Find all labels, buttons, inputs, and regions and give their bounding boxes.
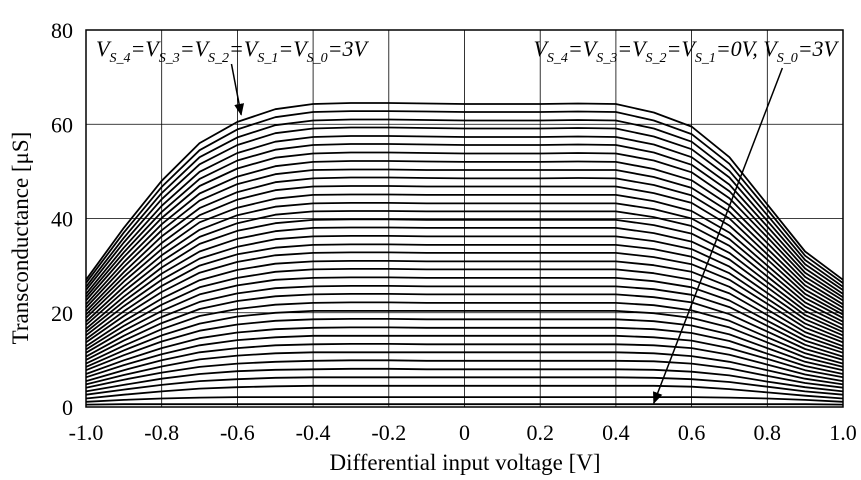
series-line-25 <box>85 301 844 365</box>
series-line-11 <box>85 185 844 316</box>
annotation-arrow-2 <box>653 67 784 405</box>
x-tick-label: -0.6 <box>220 420 255 445</box>
x-tick-labels: -1.0 -0.8 -0.6 -0.4 -0.2 0 0.2 0.4 0.6 0.8 1.0 <box>69 420 857 445</box>
series-line-4 <box>85 126 844 291</box>
series-line-16 <box>85 226 844 333</box>
series-line-33 <box>85 367 844 393</box>
series-line-13 <box>85 202 844 323</box>
x-tick-label: 0.4 <box>602 420 630 445</box>
series-line-12 <box>85 193 844 319</box>
y-tick-label: 60 <box>51 112 73 137</box>
series-line-8 <box>85 160 844 306</box>
series-line-7 <box>85 151 844 302</box>
series-line-21 <box>85 268 844 351</box>
series-line-35 <box>85 384 844 400</box>
series-line-2 <box>85 110 844 284</box>
series-line-28 <box>85 326 844 375</box>
x-tick-label: 1.0 <box>829 420 857 445</box>
series-line-31 <box>85 351 844 386</box>
series-line-1 <box>85 102 844 281</box>
y-tick-label: 20 <box>51 301 73 326</box>
annotation-arrow-1 <box>230 63 245 116</box>
series-group <box>85 102 844 406</box>
series-line-20 <box>85 260 844 348</box>
x-tick-label: 0.6 <box>678 420 706 445</box>
series-line-3 <box>85 118 844 288</box>
annotation-1: VS_4​=VS_3​=VS_2​=VS_1​=VS_0​=3V <box>96 36 369 66</box>
series-line-30 <box>85 343 844 382</box>
series-line-26 <box>85 310 844 368</box>
y-tick-label: 80 <box>51 18 73 43</box>
annotations: VS_4​=VS_3​=VS_2​=VS_1​=VS_0​=3V VS_4​=VS… <box>96 36 840 405</box>
series-line-9 <box>85 168 844 309</box>
x-tick-label: -1.0 <box>69 420 104 445</box>
x-tick-label: 0 <box>459 420 470 445</box>
y-tick-labels: 0 20 40 60 80 <box>51 18 73 420</box>
series-line-23 <box>85 285 844 358</box>
series-line-15 <box>85 218 844 330</box>
x-tick-label: 0.2 <box>526 420 554 445</box>
series-line-19 <box>85 251 844 344</box>
series-line-32 <box>85 359 844 389</box>
x-tick-label: -0.4 <box>296 420 331 445</box>
series-line-18 <box>85 243 844 340</box>
series-line-5 <box>85 135 844 295</box>
y-tick-label: 0 <box>62 395 73 420</box>
series-line-36 <box>85 396 844 403</box>
x-axis-label: Differential input voltage [V] <box>329 450 600 475</box>
annotation-2: VS_4​=VS_3​=VS_2​=VS_1​=0V, VS_0​=3V <box>533 36 839 66</box>
x-tick-label: 0.8 <box>754 420 782 445</box>
series-line-24 <box>85 293 844 361</box>
series-line-29 <box>85 334 844 379</box>
series-line-22 <box>85 276 844 354</box>
y-tick-label: 40 <box>51 207 73 232</box>
series-line-27 <box>85 318 844 372</box>
series-line-17 <box>85 235 844 337</box>
plot-frame <box>85 29 844 408</box>
series-line-10 <box>85 176 844 313</box>
x-tick-label: -0.8 <box>144 420 179 445</box>
x-tick-label: -0.2 <box>371 420 406 445</box>
series-line-34 <box>85 376 844 396</box>
series-line-6 <box>85 143 844 298</box>
y-axis-label: Transconductance [μS] <box>8 132 33 345</box>
